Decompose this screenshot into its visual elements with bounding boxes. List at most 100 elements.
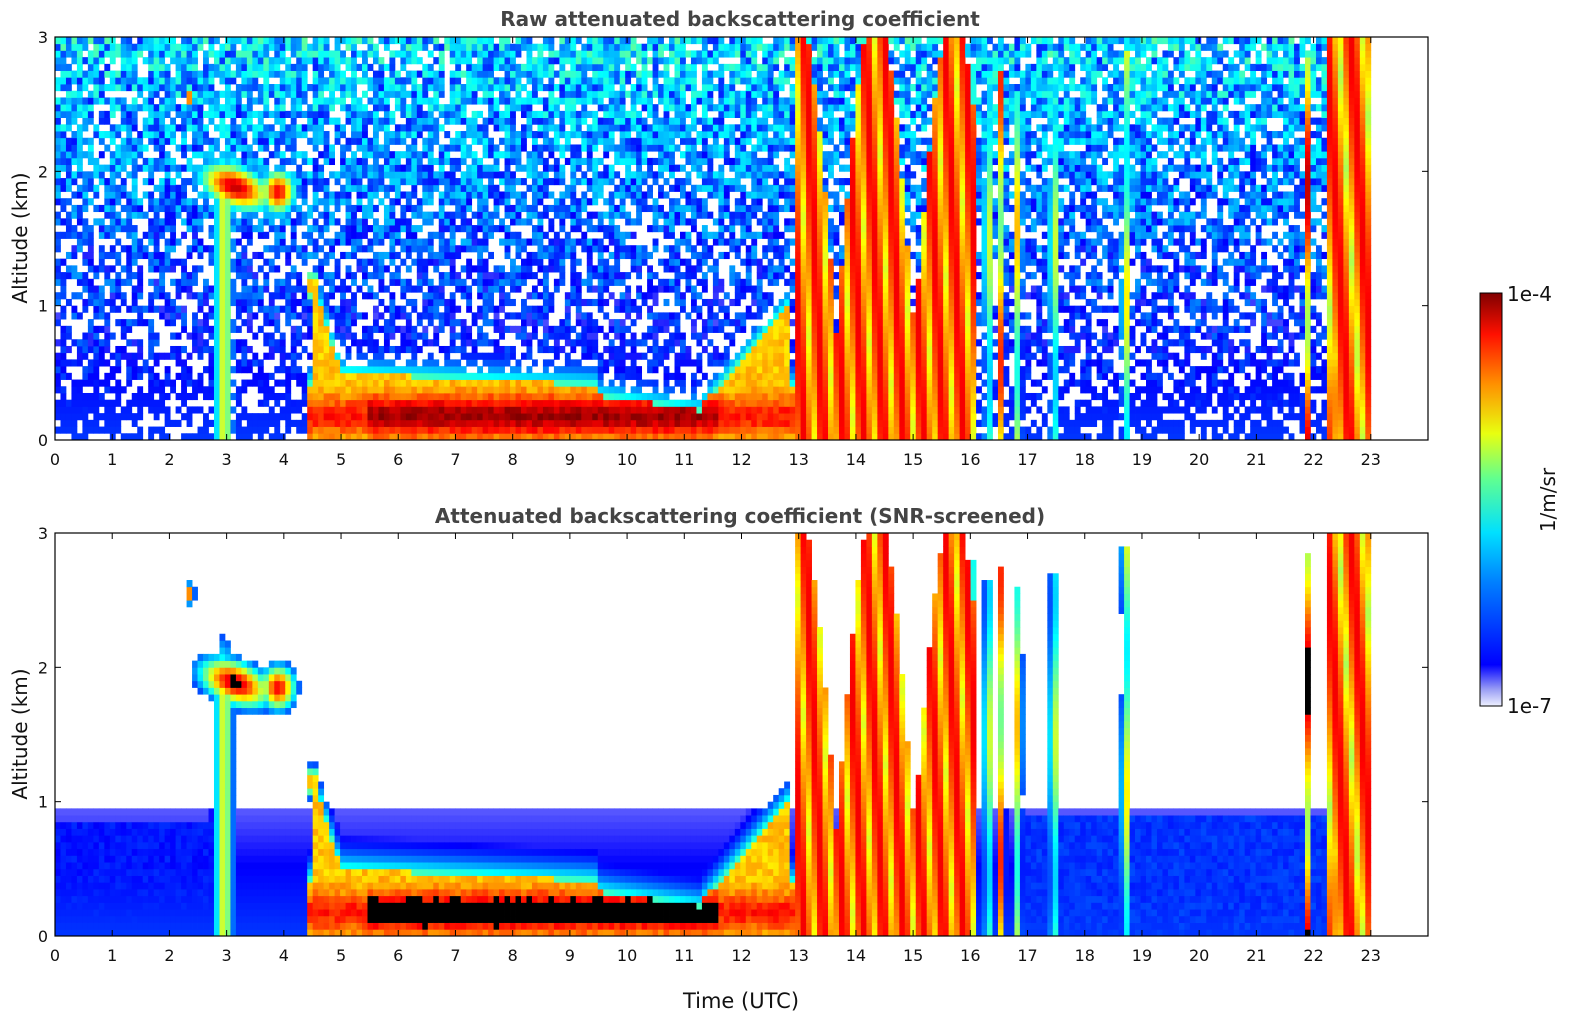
heatmap-cell [296, 57, 303, 65]
heatmap-cell [592, 245, 599, 253]
heatmap-cell [120, 157, 127, 166]
heatmap-cell [104, 265, 111, 273]
heatmap-cell [213, 171, 220, 179]
heatmap-cell [318, 345, 325, 354]
heatmap-cell [120, 292, 127, 300]
heatmap-cell [192, 57, 198, 65]
heatmap-cell [559, 164, 566, 172]
heatmap-cell [548, 392, 555, 401]
heatmap-cell [246, 225, 253, 233]
heatmap-cell [307, 84, 314, 92]
heatmap-cell [542, 137, 549, 145]
heatmap-cell [603, 84, 610, 92]
heatmap-cell [581, 178, 588, 186]
heatmap-cell [318, 332, 325, 340]
heatmap-cell [301, 305, 308, 313]
heatmap-cell [383, 63, 390, 71]
heatmap-cell [268, 63, 275, 71]
heatmap-cell [630, 332, 637, 340]
heatmap-cell [427, 339, 434, 347]
heatmap-cell [521, 312, 527, 320]
heatmap-cell [499, 399, 505, 407]
heatmap-cell [98, 50, 105, 58]
heatmap-cell [422, 278, 429, 286]
heatmap-cell [570, 84, 577, 92]
heatmap-cell [153, 37, 160, 45]
heatmap-cell [564, 292, 571, 300]
heatmap-cell [340, 386, 346, 394]
heatmap-cell [608, 198, 615, 206]
heatmap-cell [548, 218, 555, 226]
heatmap-cell [592, 345, 599, 354]
heatmap-cell [378, 265, 385, 273]
heatmap-cell [181, 278, 187, 286]
heatmap-cell [175, 124, 182, 132]
heatmap-cell [55, 104, 61, 112]
heatmap-cell [449, 379, 456, 387]
heatmap-cell [71, 171, 78, 179]
heatmap-cell [378, 392, 385, 401]
heatmap-cell [224, 157, 231, 166]
heatmap-cell [148, 332, 155, 340]
heatmap-cell [553, 433, 560, 441]
heatmap-cell [488, 231, 494, 239]
heatmap-cell [449, 251, 456, 260]
heatmap-cell [334, 137, 341, 145]
heatmap-cell [477, 50, 484, 58]
heatmap-cell [213, 251, 220, 260]
heatmap-cell [274, 117, 281, 125]
heatmap-cell [148, 292, 155, 300]
heatmap-cell [279, 359, 286, 367]
heatmap-cell [559, 332, 566, 340]
heatmap-cell [362, 70, 368, 78]
heatmap-cell [181, 372, 187, 380]
heatmap-cell [504, 124, 511, 132]
heatmap-cell [586, 392, 593, 401]
heatmap-cell [438, 151, 445, 159]
heatmap-cell [553, 164, 560, 172]
heatmap-cell [345, 104, 352, 112]
heatmap-cell [213, 137, 220, 145]
heatmap-cell [192, 77, 198, 85]
heatmap-cell [570, 413, 577, 421]
heatmap-cell [137, 245, 144, 253]
heatmap-cell [608, 426, 615, 434]
heatmap-cell [263, 399, 270, 407]
heatmap-cell [290, 184, 297, 192]
heatmap-cell [427, 292, 434, 300]
heatmap-cell [504, 225, 511, 233]
heatmap-cell [290, 178, 297, 186]
heatmap-cell [351, 218, 357, 226]
heatmap-cell [148, 298, 155, 307]
heatmap-cell [608, 171, 615, 179]
heatmap-cell [224, 285, 231, 293]
heatmap-cell [504, 278, 511, 286]
heatmap-cell [444, 198, 451, 206]
heatmap-cell [312, 278, 319, 286]
heatmap-cell [499, 117, 505, 125]
heatmap-cell [499, 151, 505, 159]
heatmap-cell [466, 97, 473, 105]
heatmap-cell [186, 144, 193, 152]
heatmap-cell [175, 144, 182, 152]
heatmap-cell [98, 352, 105, 360]
heatmap-cell [323, 406, 330, 414]
heatmap-cell [142, 245, 149, 253]
heatmap-cell [504, 171, 511, 179]
heatmap-cell [493, 419, 500, 427]
heatmap-cell [252, 137, 259, 145]
heatmap-cell [274, 245, 281, 253]
heatmap-cell [378, 238, 385, 246]
heatmap-cell [515, 413, 522, 421]
heatmap-cell [559, 117, 566, 125]
heatmap-cell [246, 151, 253, 159]
heatmap-cell [164, 110, 171, 118]
heatmap-cell [318, 104, 325, 112]
heatmap-cell [630, 191, 637, 199]
heatmap-cell [400, 339, 407, 347]
heatmap-cell [159, 392, 166, 401]
heatmap-cell [416, 386, 423, 394]
heatmap-cell [581, 386, 588, 394]
heatmap-cell [542, 131, 549, 139]
heatmap-cell [318, 413, 325, 421]
